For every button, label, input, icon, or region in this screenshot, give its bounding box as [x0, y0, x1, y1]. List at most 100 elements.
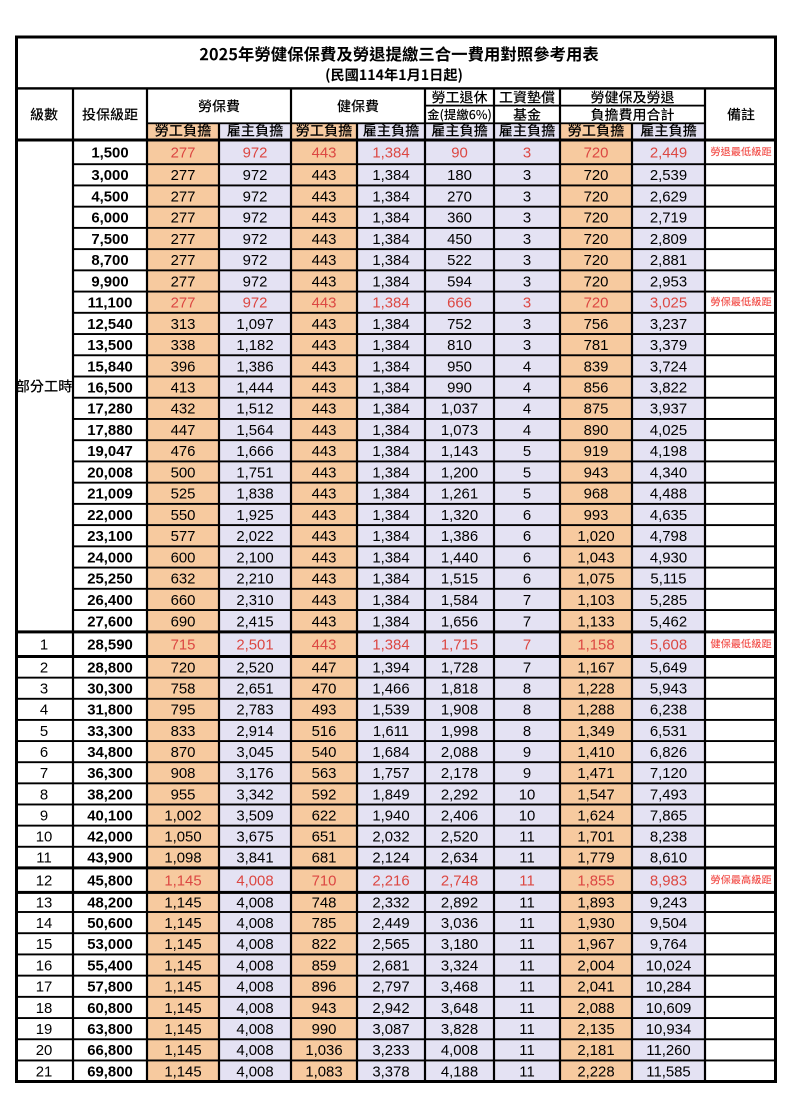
svg-text:443: 443 [312, 274, 337, 290]
svg-text:443: 443 [312, 168, 337, 184]
svg-text:443: 443 [312, 465, 337, 481]
svg-text:443: 443 [312, 614, 337, 630]
svg-text:6,531: 6,531 [650, 724, 687, 740]
svg-text:5,649: 5,649 [650, 660, 687, 676]
svg-text:7: 7 [523, 638, 531, 654]
svg-text:36,300: 36,300 [87, 766, 133, 782]
svg-text:1,855: 1,855 [577, 874, 614, 890]
svg-text:1,145: 1,145 [164, 1022, 201, 1038]
svg-text:69,800: 69,800 [87, 1064, 133, 1080]
svg-text:795: 795 [171, 703, 196, 719]
svg-text:1,002: 1,002 [164, 808, 201, 824]
svg-text:2,228: 2,228 [577, 1064, 614, 1080]
svg-text:9,900: 9,900 [91, 274, 128, 290]
svg-text:8: 8 [523, 703, 531, 719]
svg-text:28,800: 28,800 [87, 660, 133, 676]
svg-text:756: 756 [584, 317, 609, 333]
svg-text:681: 681 [312, 851, 337, 867]
svg-text:4,188: 4,188 [441, 1064, 478, 1080]
svg-text:594: 594 [447, 274, 472, 290]
svg-text:2,216: 2,216 [372, 874, 409, 890]
svg-text:476: 476 [171, 444, 196, 460]
svg-text:4: 4 [40, 703, 48, 719]
svg-text:1,083: 1,083 [305, 1064, 342, 1080]
svg-text:20,008: 20,008 [87, 465, 133, 481]
svg-text:1,849: 1,849 [372, 787, 409, 803]
svg-text:1,893: 1,893 [577, 896, 614, 912]
svg-text:577: 577 [171, 529, 196, 545]
svg-text:2,022: 2,022 [236, 529, 273, 545]
svg-text:710: 710 [312, 874, 337, 890]
svg-text:632: 632 [171, 572, 196, 588]
svg-text:11: 11 [519, 1001, 534, 1017]
svg-text:11: 11 [519, 937, 534, 953]
svg-text:3: 3 [523, 232, 531, 248]
svg-text:2,681: 2,681 [372, 958, 409, 974]
svg-text:6,000: 6,000 [91, 211, 128, 227]
svg-text:11: 11 [519, 1043, 534, 1059]
svg-text:7,500: 7,500 [91, 232, 128, 248]
svg-text:3,087: 3,087 [372, 1022, 409, 1038]
svg-text:443: 443 [312, 402, 337, 418]
svg-text:870: 870 [171, 745, 196, 761]
svg-text:1,715: 1,715 [441, 638, 478, 654]
svg-text:7: 7 [523, 660, 531, 676]
svg-text:993: 993 [584, 508, 609, 524]
svg-text:3,180: 3,180 [441, 937, 478, 953]
svg-text:443: 443 [312, 359, 337, 375]
svg-text:720: 720 [584, 168, 609, 184]
svg-text:15: 15 [36, 937, 53, 953]
svg-text:4,008: 4,008 [236, 874, 273, 890]
svg-text:500: 500 [171, 465, 196, 481]
svg-text:563: 563 [312, 766, 337, 782]
svg-text:3,841: 3,841 [236, 851, 273, 867]
svg-text:26,400: 26,400 [87, 593, 133, 609]
svg-text:443: 443 [312, 253, 337, 269]
svg-text:443: 443 [312, 296, 337, 312]
svg-text:16,500: 16,500 [87, 380, 133, 396]
svg-text:3,378: 3,378 [372, 1064, 409, 1080]
svg-text:2,210: 2,210 [236, 572, 273, 588]
svg-text:1,167: 1,167 [577, 660, 614, 676]
svg-text:1,384: 1,384 [372, 168, 409, 184]
svg-text:972: 972 [243, 253, 268, 269]
svg-text:4,008: 4,008 [441, 1043, 478, 1059]
svg-text:6: 6 [523, 550, 531, 566]
svg-text:11,100: 11,100 [88, 296, 133, 312]
svg-text:1,384: 1,384 [372, 550, 409, 566]
svg-text:1,043: 1,043 [577, 550, 614, 566]
svg-text:1,757: 1,757 [372, 766, 409, 782]
svg-text:443: 443 [312, 593, 337, 609]
svg-text:17: 17 [36, 980, 53, 996]
svg-text:11,585: 11,585 [646, 1064, 690, 1080]
svg-text:1,384: 1,384 [372, 572, 409, 588]
svg-text:1,384: 1,384 [372, 638, 409, 654]
svg-text:3,000: 3,000 [91, 168, 128, 184]
svg-text:3,036: 3,036 [441, 916, 478, 932]
svg-text:896: 896 [312, 980, 337, 996]
svg-text:19,047: 19,047 [87, 444, 133, 460]
svg-text:758: 758 [171, 682, 196, 698]
svg-text:1,073: 1,073 [441, 423, 478, 439]
svg-text:1,384: 1,384 [372, 508, 409, 524]
svg-text:720: 720 [584, 296, 609, 312]
svg-text:1,564: 1,564 [236, 423, 273, 439]
svg-text:1,384: 1,384 [372, 317, 409, 333]
svg-text:1,145: 1,145 [164, 896, 201, 912]
svg-text:1,384: 1,384 [372, 423, 409, 439]
svg-text:3,045: 3,045 [236, 745, 273, 761]
svg-text:443: 443 [312, 572, 337, 588]
svg-text:27,600: 27,600 [87, 614, 133, 630]
svg-text:3,342: 3,342 [236, 787, 273, 803]
svg-text:10,024: 10,024 [646, 958, 692, 974]
svg-text:3,648: 3,648 [441, 1001, 478, 1017]
svg-text:1,440: 1,440 [441, 550, 478, 566]
svg-text:33,300: 33,300 [87, 724, 133, 740]
svg-text:9,504: 9,504 [650, 916, 687, 932]
svg-text:443: 443 [312, 211, 337, 227]
svg-text:6: 6 [40, 745, 48, 761]
svg-text:3: 3 [523, 168, 531, 184]
svg-text:90: 90 [451, 145, 468, 161]
svg-text:60,800: 60,800 [87, 1001, 133, 1017]
svg-text:8,610: 8,610 [650, 851, 687, 867]
